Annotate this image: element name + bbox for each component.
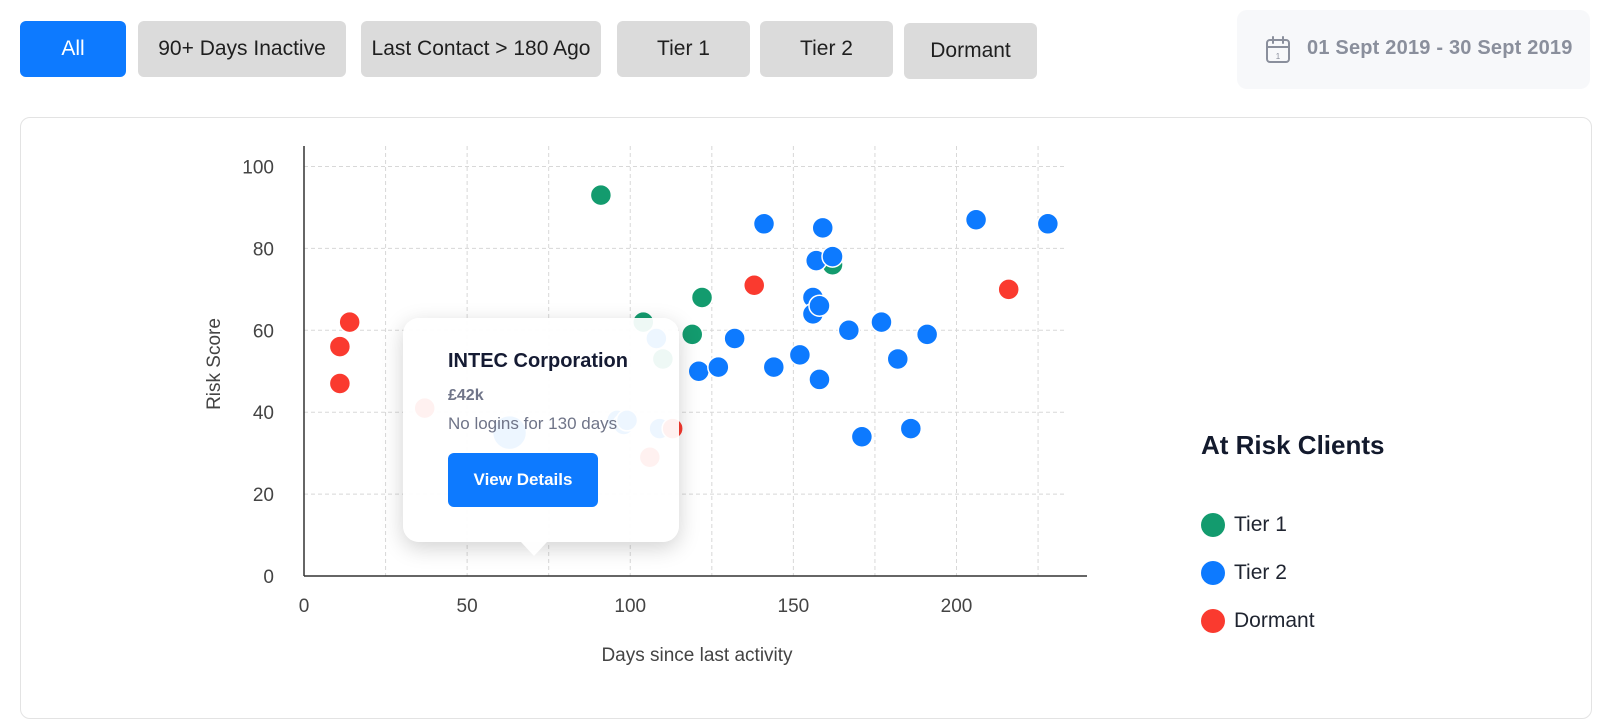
- calendar-icon: 1: [1266, 36, 1290, 63]
- x-tick-label: 50: [457, 596, 478, 617]
- filter-90-days-inactive-button[interactable]: 90+ Days Inactive: [138, 21, 346, 77]
- data-point-tier-2: [1036, 212, 1060, 236]
- x-tick-label: 100: [614, 596, 646, 617]
- filter-tier-1-button[interactable]: Tier 1: [617, 21, 750, 77]
- data-point-tier-2: [964, 208, 988, 231]
- data-point-dormant: [997, 278, 1020, 301]
- filter-dormant-button[interactable]: Dormant: [904, 23, 1037, 79]
- data-point-tier-2: [687, 359, 711, 383]
- date-range-label: 01 Sept 2019 - 30 Sept 2019: [1307, 37, 1573, 59]
- y-tick-label: 0: [263, 567, 274, 588]
- data-point-tier-2: [837, 319, 861, 342]
- data-point-tier-2: [723, 327, 746, 350]
- data-point-dormant: [742, 273, 766, 297]
- data-point-dormant: [328, 372, 352, 395]
- data-point-tier-1: [589, 183, 613, 207]
- data-point-tier-2: [915, 323, 939, 346]
- risk-scatter-chart: 0 50 100 150 200 0 20 40 60 80 100 Days since last …: [204, 146, 1087, 666]
- tooltip-client-name: INTEC Corporation: [448, 350, 628, 372]
- x-tick-label: 0: [299, 596, 310, 617]
- data-point-tier-2: [808, 368, 831, 391]
- y-tick-label: 20: [253, 485, 274, 506]
- legend-label: Dormant: [1234, 609, 1315, 632]
- data-point-tier-2: [821, 245, 844, 268]
- chart-card: 0 50 100 150 200 0 20 40 60 80 100 Days since last …: [20, 117, 1592, 719]
- client-tooltip: INTEC Corporation £42k No logins for 130…: [403, 318, 679, 556]
- legend-swatch: [1201, 609, 1225, 633]
- filter-all-button[interactable]: All: [20, 21, 126, 77]
- data-point-tier-2: [899, 417, 923, 440]
- data-point-dormant: [338, 310, 361, 334]
- tooltip-note: No logins for 130 days: [448, 414, 618, 433]
- data-point-tier-2: [886, 347, 910, 371]
- data-point-tier-2: [850, 425, 874, 449]
- data-point-tier-2: [870, 310, 893, 334]
- data-point-tier-1: [680, 323, 704, 346]
- y-tick-label: 80: [253, 239, 274, 260]
- y-tick-label: 100: [242, 157, 274, 178]
- x-tick-label: 200: [941, 596, 973, 617]
- data-point-tier-2: [752, 212, 776, 236]
- data-point-dormant: [328, 335, 352, 358]
- y-axis-label: Risk Score: [204, 318, 225, 410]
- legend-title: At Risk Clients: [1201, 430, 1385, 460]
- legend-swatch: [1201, 513, 1225, 537]
- data-point-tier-1: [690, 286, 714, 309]
- date-range-picker[interactable]: 1 01 Sept 2019 - 30 Sept 2019: [1237, 10, 1590, 89]
- filter-last-contact-button[interactable]: Last Contact > 180 Ago: [361, 21, 601, 77]
- y-tick-label: 40: [253, 403, 274, 424]
- filter-tier-2-button[interactable]: Tier 2: [760, 21, 893, 77]
- data-point-tier-2: [811, 216, 834, 240]
- svg-text:1: 1: [1276, 52, 1281, 61]
- view-details-button[interactable]: View Details: [448, 453, 598, 507]
- y-tick-label: 60: [253, 321, 274, 342]
- x-tick-label: 150: [778, 596, 810, 617]
- legend-swatch: [1201, 561, 1225, 585]
- tooltip-value: £42k: [448, 387, 484, 404]
- x-axis-label: Days since last activity: [601, 645, 793, 666]
- legend-label: Tier 1: [1234, 513, 1287, 536]
- data-point-tier-2: [707, 355, 730, 379]
- data-point-tier-2: [762, 355, 786, 379]
- data-point-tier-2: [808, 294, 831, 317]
- data-point-tier-2: [788, 343, 812, 367]
- legend-label: Tier 2: [1234, 561, 1287, 584]
